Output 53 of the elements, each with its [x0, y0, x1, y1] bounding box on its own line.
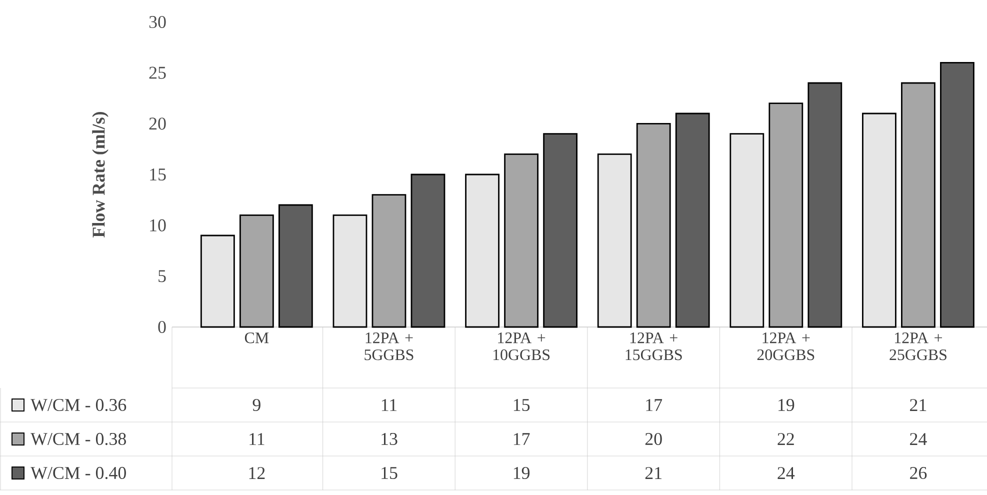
bar	[597, 153, 632, 328]
bar	[636, 122, 671, 328]
data-label: 11	[382, 399, 397, 411]
data-label: 15	[514, 398, 530, 412]
data-label: 19	[778, 398, 794, 412]
bar	[730, 133, 764, 328]
bar	[901, 82, 936, 328]
x-tick-label: 12PA + 15GGBS	[626, 332, 682, 360]
bar	[940, 62, 974, 328]
x-tick-label: 12PA + 25GGBS	[890, 332, 946, 360]
bar	[675, 112, 710, 328]
data-label: 15	[382, 466, 398, 480]
y-tick-label: 10	[150, 219, 166, 232]
data-label: 21	[645, 467, 662, 479]
data-label: 13	[382, 432, 398, 446]
legend-label: W/CM - 0.40	[30, 466, 126, 480]
bar	[332, 214, 368, 328]
bar	[768, 102, 804, 328]
data-label: 24	[778, 467, 795, 479]
bar	[504, 153, 538, 328]
data-label: 24	[910, 433, 927, 445]
y-tick-label: 30	[149, 16, 166, 28]
y-tick-label: 25	[149, 66, 166, 79]
bar	[372, 194, 406, 328]
y-tick-label: 15	[150, 168, 166, 181]
data-label: 22	[778, 433, 794, 445]
x-tick-label: 12PA + 10GGBS	[493, 332, 550, 360]
bar	[410, 174, 446, 328]
y-axis-title: Flow Rate (ml/s)	[92, 112, 108, 238]
data-label: 11	[250, 433, 264, 445]
y-tick-label: 0	[158, 320, 166, 334]
data-label: 17	[514, 433, 530, 445]
x-tick-label: 12PA + 20GGBS	[757, 332, 814, 360]
bar	[808, 82, 842, 328]
y-tick-label: 20	[149, 118, 166, 130]
data-label: 12	[249, 467, 265, 479]
data-label: 21	[910, 399, 926, 411]
y-tick-label: 5	[158, 270, 166, 282]
data-label: 26	[910, 466, 927, 480]
bar	[239, 214, 274, 328]
x-tick-label: CM	[244, 332, 269, 344]
data-label: 9	[252, 398, 260, 412]
legend-label: W/CM - 0.38	[30, 432, 126, 446]
bar	[543, 133, 578, 328]
bar	[862, 112, 896, 328]
data-label: 17	[646, 399, 662, 411]
bar	[278, 204, 313, 328]
bar	[200, 234, 235, 328]
data-label: 20	[645, 432, 662, 446]
x-tick-label: 12PA + 5GGBS	[364, 332, 414, 360]
legend-label: W/CM - 0.36	[30, 398, 126, 412]
bar	[465, 174, 500, 328]
data-label: 19	[514, 466, 530, 480]
